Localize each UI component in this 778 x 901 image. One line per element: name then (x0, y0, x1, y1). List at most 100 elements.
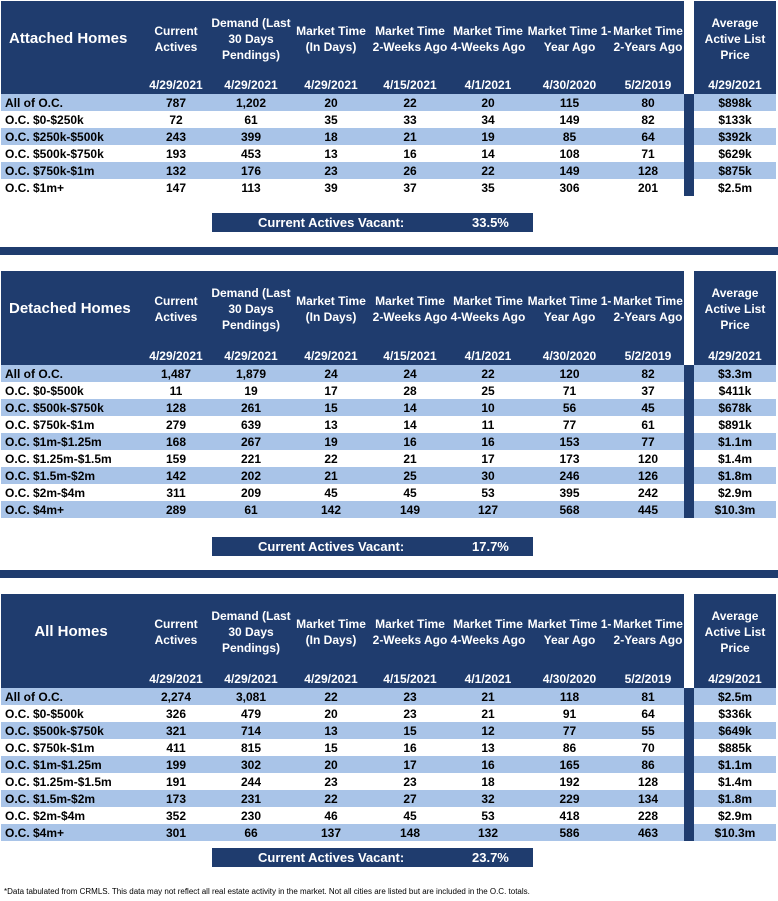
data-cell: 53 (449, 484, 527, 501)
data-cell: 148 (371, 824, 449, 841)
data-cell: 173 (141, 790, 211, 807)
col-header-market-time-4wk: Market Time 4-Weeks Ago (449, 594, 527, 670)
data-cell: 45 (612, 399, 684, 416)
column-separator (684, 739, 694, 756)
data-cell: 12 (449, 722, 527, 739)
date-cell: 4/29/2021 (141, 76, 211, 94)
row-label: All of O.C. (1, 94, 141, 111)
data-cell: 53 (449, 807, 527, 824)
data-cell: 22 (291, 688, 371, 705)
data-cell: 395 (527, 484, 612, 501)
data-cell: 13 (449, 739, 527, 756)
data-cell: 261 (211, 399, 291, 416)
row-label: O.C. $2m-$4m (1, 484, 141, 501)
data-cell: $1.1m (694, 433, 776, 450)
row-label: O.C. $4m+ (1, 501, 141, 518)
data-cell: 1,487 (141, 365, 211, 382)
attached-rows: All of O.C. 787 1,202 20 22 20 115 80 $898k O.C. … (1, 94, 776, 196)
data-cell: $133k (694, 111, 776, 128)
data-cell: $2.9m (694, 484, 776, 501)
data-cell: 128 (612, 162, 684, 179)
data-cell: 77 (527, 722, 612, 739)
data-cell: 352 (141, 807, 211, 824)
data-cell: 71 (527, 382, 612, 399)
data-cell: $649k (694, 722, 776, 739)
vacant-value: 23.7% (472, 850, 509, 865)
row-label: O.C. $250k-$500k (1, 128, 141, 145)
data-cell: 30 (449, 467, 527, 484)
column-separator (684, 773, 694, 790)
data-cell: 61 (612, 416, 684, 433)
data-cell: $2.5m (694, 688, 776, 705)
date-cell: 4/1/2021 (449, 76, 527, 94)
row-label: O.C. $1m-$1.25m (1, 433, 141, 450)
date-cell: 4/30/2020 (527, 670, 612, 688)
col-header-market-time-2wk: Market Time 2-Weeks Ago (371, 594, 449, 670)
data-cell: 246 (527, 467, 612, 484)
col-header-market-time-4wk: Market Time 4-Weeks Ago (449, 271, 527, 347)
data-cell: 86 (612, 756, 684, 773)
data-cell: 13 (291, 145, 371, 162)
data-cell: 27 (371, 790, 449, 807)
vacant-bar: Current Actives Vacant: 33.5% (212, 213, 533, 232)
data-cell: 45 (371, 807, 449, 824)
data-cell: $1.1m (694, 756, 776, 773)
data-cell: 20 (291, 756, 371, 773)
data-cell: 149 (527, 111, 612, 128)
data-cell: 3,081 (211, 688, 291, 705)
data-cell: 418 (527, 807, 612, 824)
date-cell: 4/15/2021 (371, 670, 449, 688)
col-header-market-time-2yr: Market Time 2-Years Ago (612, 594, 684, 670)
data-cell: 815 (211, 739, 291, 756)
data-cell: 411 (141, 739, 211, 756)
attached-homes-table: Attached Homes Current Actives Demand (L… (1, 1, 776, 196)
data-cell: 193 (141, 145, 211, 162)
col-header-market-time-2wk: Market Time 2-Weeks Ago (371, 271, 449, 347)
date-cell: 4/1/2021 (449, 670, 527, 688)
col-header-market-time-2yr: Market Time 2-Years Ago (612, 271, 684, 347)
data-cell: 118 (527, 688, 612, 705)
col-header-current-actives: Current Actives (141, 1, 211, 76)
col-header-market-time-1yr: Market Time 1-Year Ago (527, 271, 612, 347)
data-cell: 128 (612, 773, 684, 790)
data-cell: 168 (141, 433, 211, 450)
data-cell: 16 (449, 756, 527, 773)
data-cell: 120 (612, 450, 684, 467)
data-cell: 15 (291, 739, 371, 756)
data-cell: $875k (694, 162, 776, 179)
date-cell: 4/29/2021 (694, 347, 776, 365)
data-cell: 37 (371, 179, 449, 196)
row-label: O.C. $1.5m-$2m (1, 790, 141, 807)
date-cell: 4/29/2021 (211, 76, 291, 94)
data-cell: 202 (211, 467, 291, 484)
table-row: O.C. $0-$500k 326 479 20 23 21 91 64 $336k (1, 705, 776, 722)
data-cell: 176 (211, 162, 291, 179)
table-title: All Homes (1, 594, 141, 670)
column-separator (684, 824, 694, 841)
data-cell: 23 (371, 773, 449, 790)
vacant-bar: Current Actives Vacant: 23.7% (212, 848, 533, 867)
column-separator (684, 382, 694, 399)
table-row: O.C. $1m-$1.25m 199 302 20 17 16 165 86 $1.1m (1, 756, 776, 773)
data-cell: 137 (291, 824, 371, 841)
data-cell: 14 (449, 145, 527, 162)
date-cell: 4/29/2021 (211, 347, 291, 365)
data-cell: 311 (141, 484, 211, 501)
table-row: O.C. $1m+ 147 113 39 37 35 306 201 $2.5m (1, 179, 776, 196)
data-cell: 34 (449, 111, 527, 128)
row-label: O.C. $0-$500k (1, 705, 141, 722)
col-header-market-time-2wk: Market Time 2-Weeks Ago (371, 1, 449, 76)
data-cell: 45 (291, 484, 371, 501)
data-cell: 445 (612, 501, 684, 518)
row-label: All of O.C. (1, 365, 141, 382)
table-row: O.C. $750k-$1m 279 639 13 14 11 77 61 $891k (1, 416, 776, 433)
data-cell: $411k (694, 382, 776, 399)
data-cell: 85 (527, 128, 612, 145)
data-cell: 71 (612, 145, 684, 162)
row-label: O.C. $4m+ (1, 824, 141, 841)
data-cell: 16 (371, 739, 449, 756)
row-label: O.C. $750k-$1m (1, 416, 141, 433)
data-cell: 64 (612, 705, 684, 722)
column-separator (684, 128, 694, 145)
all-homes-table: All Homes Current Actives Demand (Last 3… (1, 594, 776, 841)
